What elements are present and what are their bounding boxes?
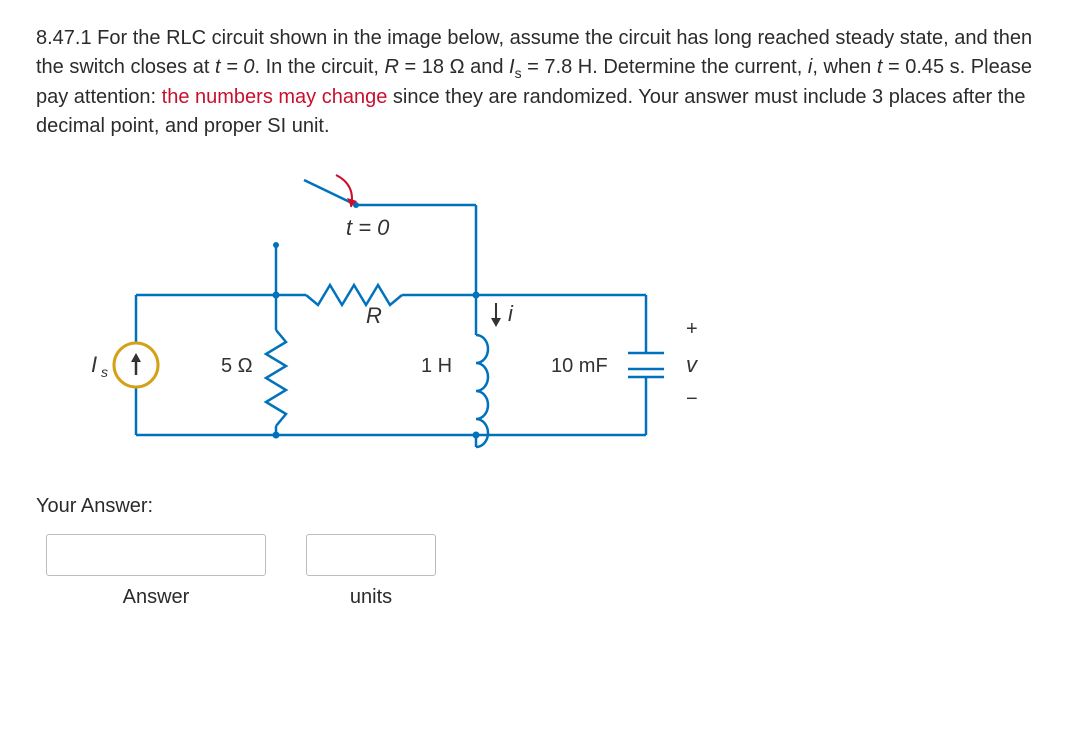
- problem-number: 8.47.1: [36, 27, 92, 49]
- voltage-label: v: [686, 352, 699, 377]
- current-source-label: I: [91, 352, 97, 377]
- red-warning: the numbers may change: [162, 86, 388, 108]
- answer-input[interactable]: [46, 534, 266, 576]
- Is-value: = 7.8 H. Determine the current,: [527, 56, 802, 78]
- circuit-diagram: t = 0 R Is 5 Ω i 1 H 10 mF + v −: [76, 165, 1042, 471]
- t-equals-0: t = 0: [215, 56, 254, 78]
- plus-label: +: [686, 318, 698, 340]
- answer-field-group: Answer: [46, 534, 266, 609]
- switch-label: t = 0: [346, 215, 390, 240]
- R-value: = 18: [405, 56, 444, 78]
- and-word: and: [470, 56, 503, 78]
- problem-statement: 8.47.1 For the RLC circuit shown in the …: [36, 24, 1042, 141]
- capacitor-label: 10 mF: [551, 355, 608, 377]
- minus-label: −: [686, 388, 698, 410]
- units-input[interactable]: [306, 534, 436, 576]
- your-answer-label: Your Answer:: [36, 495, 1042, 518]
- when-word: , when: [812, 56, 871, 78]
- five-ohm-label: 5 Ω: [221, 355, 253, 377]
- svg-text:s: s: [101, 364, 108, 380]
- resistor-label: R: [366, 303, 382, 328]
- after-t0: . In the circuit,: [254, 56, 379, 78]
- inductor-label: 1 H: [421, 355, 452, 377]
- Is-sub: s: [515, 65, 522, 81]
- answer-inputs-row: Answer units: [46, 534, 1042, 609]
- units-caption: units: [350, 586, 392, 609]
- R-label: R: [385, 56, 399, 78]
- current-i-label: i: [508, 301, 514, 326]
- answer-caption: Answer: [123, 586, 190, 609]
- units-field-group: units: [306, 534, 436, 609]
- t-label: t: [877, 56, 883, 78]
